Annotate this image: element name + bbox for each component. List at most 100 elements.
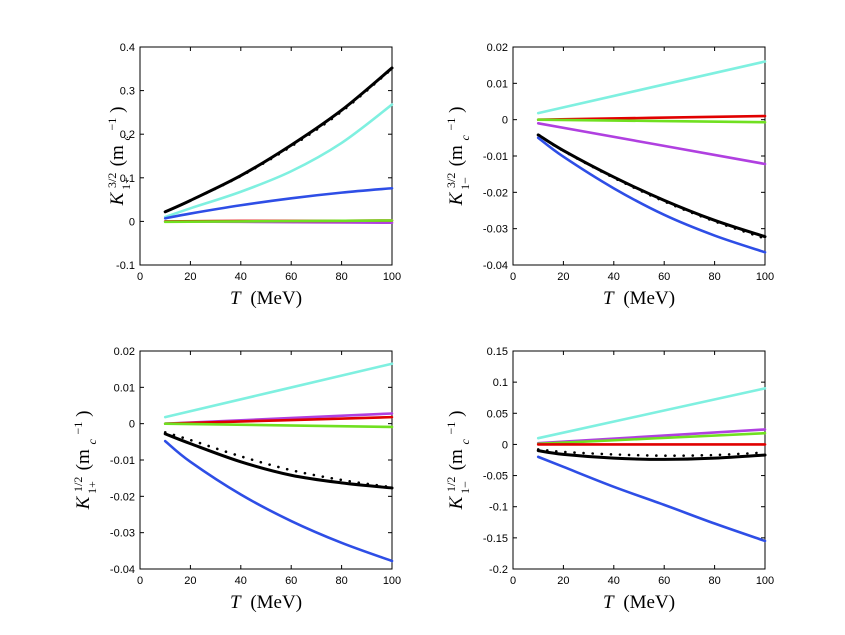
- panel-k12-1minus: 0 20 40 60 80 100 -0.2 -0.15 -0.1 -0.05 0 0.05 0.1 0.…: [444, 346, 774, 613]
- x-axis-label: T (MeV): [603, 288, 675, 309]
- series-line-dotted: [163, 431, 394, 489]
- y-axis-superscript: 1/2: [444, 477, 458, 492]
- x-tick-label: 80: [708, 271, 720, 283]
- x-tick-label: 20: [557, 271, 569, 283]
- y-axis-subscript: 1−: [458, 481, 472, 494]
- axis-ticks: 0 20 40 60 80 100-0.100.10.20.30.4: [116, 42, 401, 283]
- plot-frame: [139, 46, 393, 266]
- x-tick-label: 60: [285, 575, 297, 587]
- series-line-dotted: [536, 448, 767, 457]
- series-layer: [536, 60, 767, 254]
- plot-frame: [512, 350, 766, 570]
- y-axis-symbol: K: [107, 191, 128, 206]
- y-axis-unit: (m: [107, 145, 128, 166]
- x-tick-label: 100: [756, 575, 774, 587]
- y-tick-label: 0: [502, 439, 508, 451]
- x-axis-symbol: T: [230, 288, 242, 309]
- y-tick-label: -0.05: [483, 471, 508, 483]
- y-axis-unit-subscript: c: [119, 135, 133, 141]
- series-line: [536, 455, 767, 543]
- y-axis-superscript: 3/2: [444, 173, 458, 188]
- x-axis-unit: (MeV): [623, 288, 675, 309]
- series-line-dotted: [536, 133, 767, 240]
- y-tick-label: -0.03: [483, 224, 508, 236]
- axis-ticks: 0 20 40 60 80 100 -0.2 -0.15 -0.1 -0.05 0 0.05 0.1 0.…: [483, 346, 774, 587]
- x-axis-symbol: T: [230, 592, 242, 613]
- y-tick-label: -0.02: [483, 187, 508, 199]
- axis-ticks: 0 20 40 60 80 100 -0.04 -0.03 -0.02 -0.01 0 0.01 0.0…: [110, 346, 401, 587]
- series-line: [163, 439, 394, 563]
- y-axis-unit: (m: [446, 145, 467, 166]
- series-line: [536, 122, 767, 166]
- y-tick-label: -0.2: [489, 564, 508, 576]
- series-line: [536, 431, 767, 446]
- series-line: [163, 186, 394, 220]
- x-axis-symbol: T: [603, 288, 615, 309]
- y-axis-unit-close: ): [446, 411, 467, 417]
- y-axis-subscript: 1+: [119, 177, 133, 190]
- x-axis-label: T (MeV): [603, 592, 675, 613]
- series-line: [163, 432, 394, 490]
- series-layer: [163, 66, 394, 225]
- x-tick-label: 60: [658, 271, 670, 283]
- panel-k32-1minus: 0 20 40 60 80 100 -0.04 -0.03 -0.02 -0.01 0 0.01 0.0…: [444, 42, 774, 309]
- x-tick-label: 0: [137, 271, 143, 283]
- y-axis-unit-superscript: −1: [444, 422, 458, 435]
- series-line: [536, 60, 767, 115]
- x-tick-label: 80: [708, 575, 720, 587]
- y-tick-label: 0.05: [487, 408, 508, 420]
- y-tick-label: -0.1: [116, 260, 135, 272]
- x-tick-label: 60: [658, 575, 670, 587]
- x-axis-unit: (MeV): [623, 592, 675, 613]
- x-tick-label: 40: [608, 271, 620, 283]
- y-tick-label: 0.1: [493, 377, 508, 389]
- y-tick-label: -0.02: [110, 491, 135, 503]
- series-line: [536, 118, 767, 124]
- y-tick-label: 0: [129, 419, 135, 431]
- axis-ticks: 0 20 40 60 80 100 -0.04 -0.03 -0.02 -0.01 0 0.01 0.0…: [483, 42, 774, 283]
- x-tick-label: 100: [383, 575, 401, 587]
- x-axis-label: T (MeV): [230, 592, 302, 613]
- y-axis-unit: (m: [446, 449, 467, 470]
- series-line: [163, 362, 394, 419]
- series-line: [536, 136, 767, 254]
- x-tick-label: 100: [756, 271, 774, 283]
- y-axis-symbol: K: [446, 191, 467, 206]
- series-line: [163, 422, 394, 429]
- y-axis-unit-close: ): [73, 411, 94, 417]
- y-axis-unit-subscript: c: [458, 439, 472, 445]
- x-tick-label: 100: [383, 271, 401, 283]
- x-axis-symbol: T: [603, 592, 615, 613]
- y-tick-label: 0.15: [487, 346, 508, 358]
- y-tick-label: 0.01: [114, 382, 135, 394]
- series-line: [163, 219, 394, 224]
- panel-k32-1plus: 0 20 40 60 80 100-0.100.10.20.30.4 T (MeV) K …: [105, 42, 401, 309]
- y-tick-label: -0.1: [489, 502, 508, 514]
- x-axis-label: T (MeV): [230, 288, 302, 309]
- series-line: [536, 449, 767, 461]
- series-layer: [536, 387, 767, 543]
- y-axis-label: K 1/2 1+ (m c −1 ): [71, 411, 99, 511]
- x-axis-unit: (MeV): [250, 592, 302, 613]
- y-axis-superscript: 3/2: [105, 173, 119, 188]
- y-axis-unit-close: ): [107, 107, 128, 113]
- series-line: [536, 387, 767, 440]
- y-axis-symbol: K: [73, 495, 94, 510]
- y-tick-label: -0.04: [110, 564, 135, 576]
- x-tick-label: 20: [557, 575, 569, 587]
- x-tick-label: 0: [137, 575, 143, 587]
- x-axis-unit: (MeV): [250, 288, 302, 309]
- series-line: [163, 66, 394, 214]
- y-tick-label: -0.01: [483, 151, 508, 163]
- x-tick-label: 40: [235, 575, 247, 587]
- y-axis-unit-superscript: −1: [71, 422, 85, 435]
- series-line: [536, 133, 767, 239]
- y-tick-label: 0.4: [120, 42, 135, 54]
- x-tick-label: 60: [285, 271, 297, 283]
- plot-frame: [139, 350, 393, 570]
- y-axis-unit: (m: [73, 449, 94, 470]
- y-tick-label: 0.02: [114, 346, 135, 358]
- y-axis-symbol: K: [446, 495, 467, 510]
- y-axis-unit-superscript: −1: [444, 118, 458, 131]
- y-tick-label: 0.3: [120, 86, 135, 98]
